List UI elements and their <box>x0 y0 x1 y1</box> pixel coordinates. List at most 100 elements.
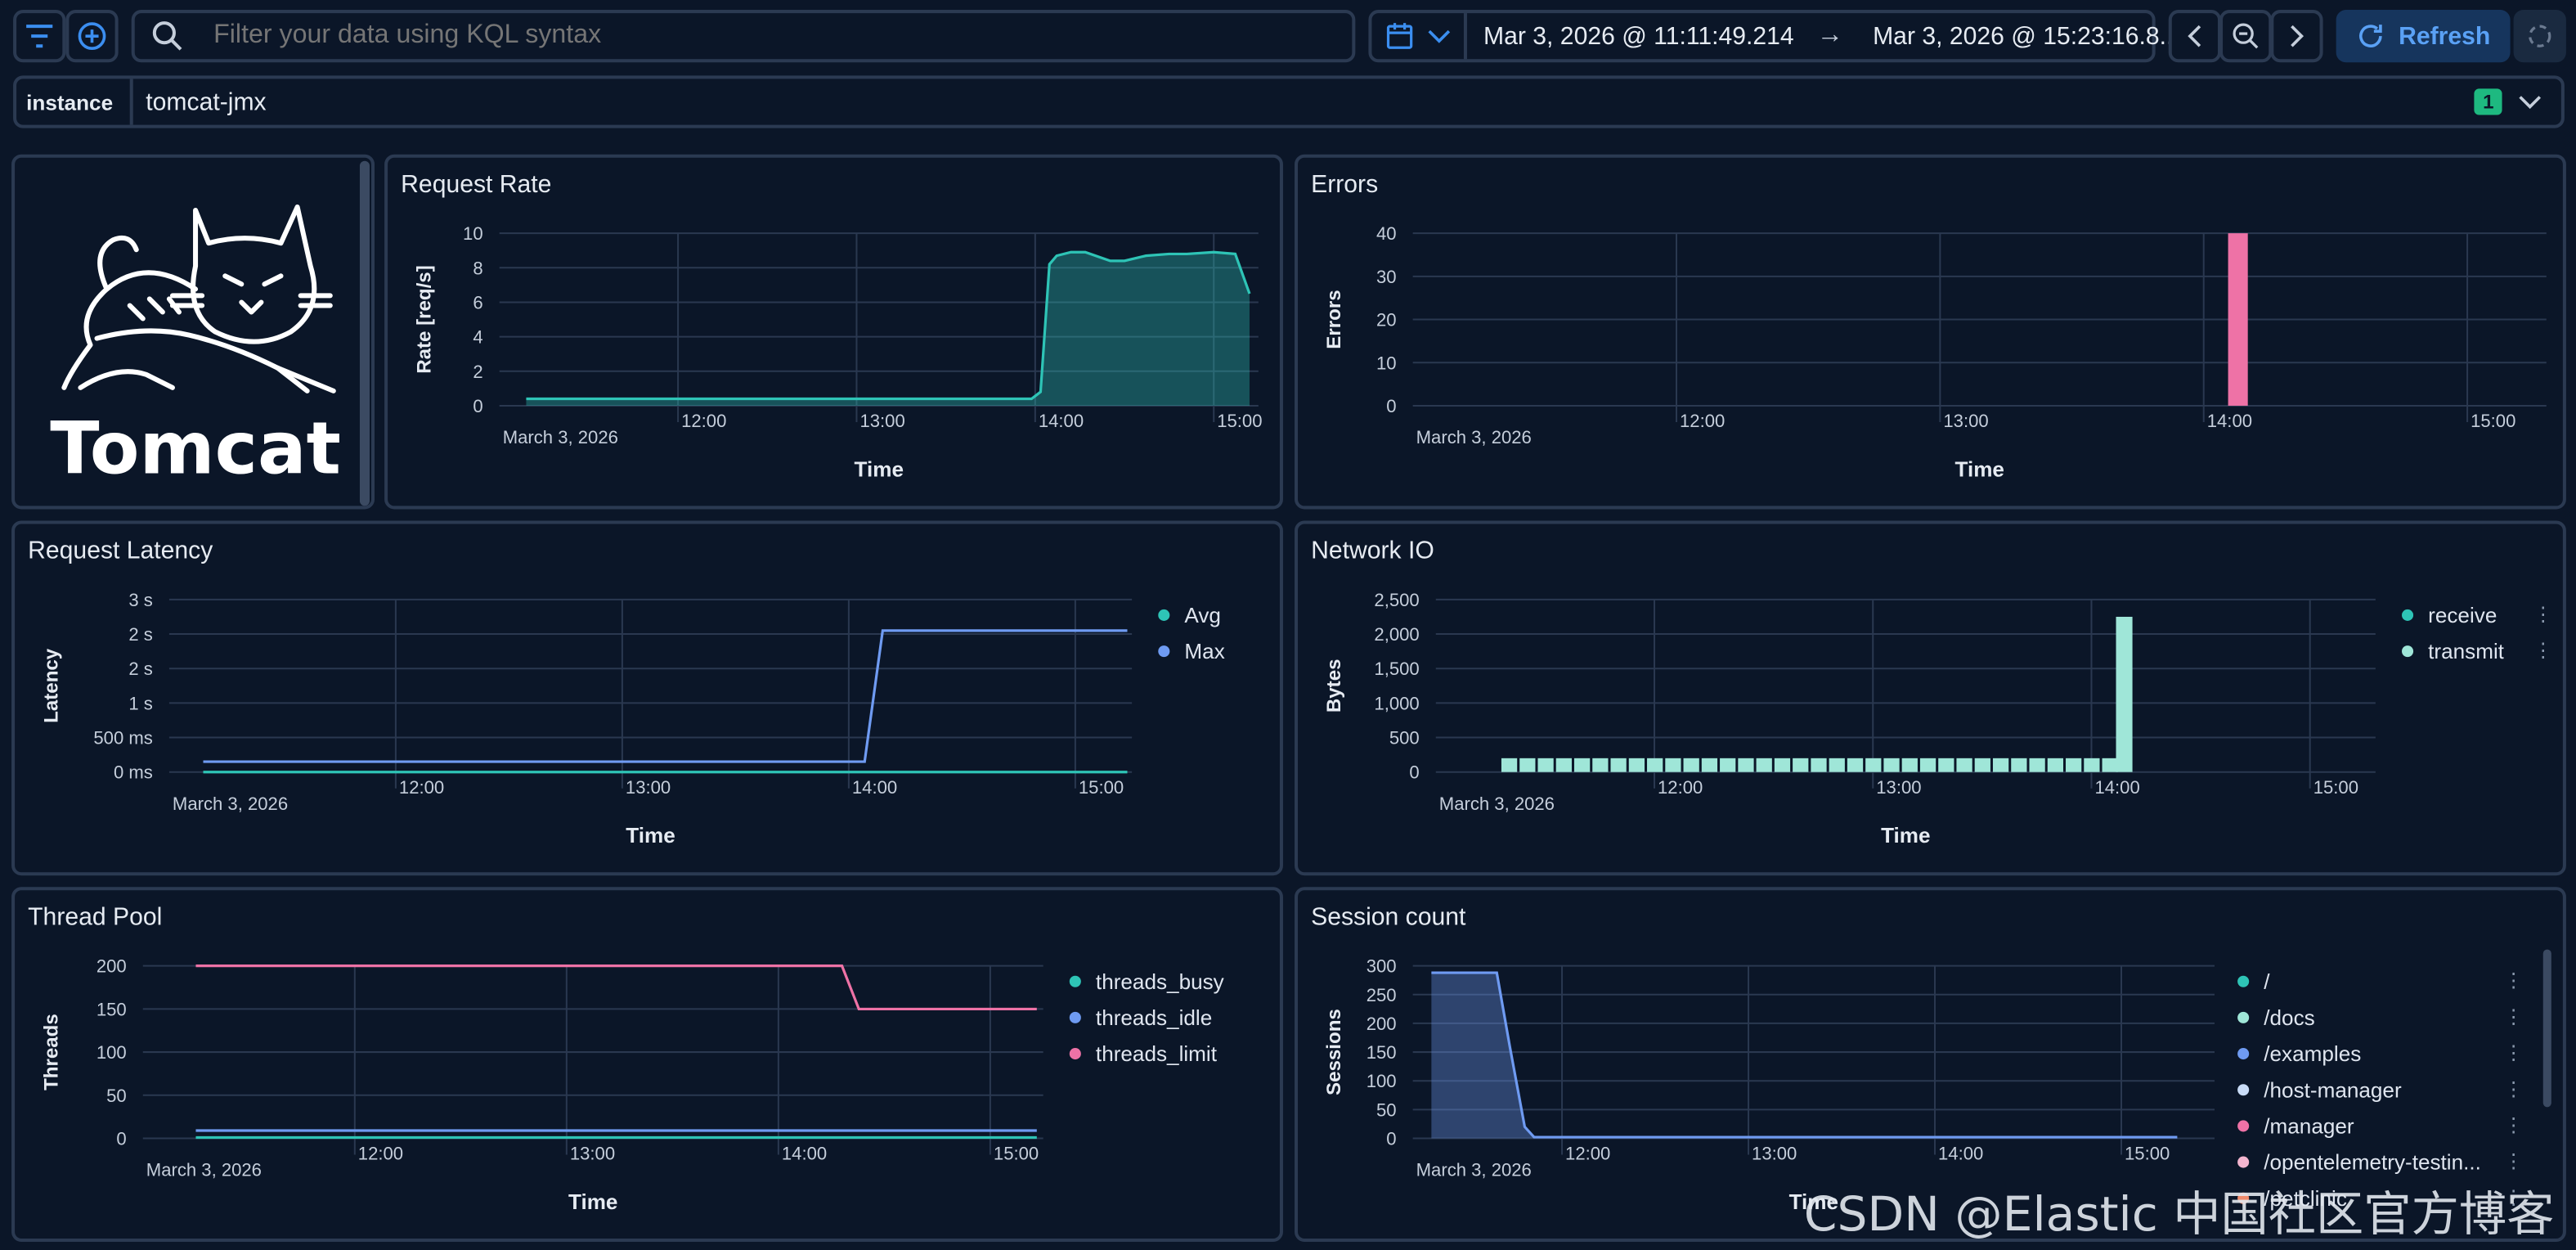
legend-item[interactable]: /opentelemetry-testin... ⋮ <box>2237 1143 2524 1179</box>
panel-title: Request Rate <box>401 170 552 199</box>
x-tick-label: 13:00 <box>1752 1144 1797 1164</box>
x-tick-label: 15:00 <box>2471 411 2515 431</box>
previous-range-button[interactable] <box>2168 10 2222 63</box>
bar <box>1901 758 1918 772</box>
legend-item[interactable]: /examples ⋮ <box>2237 1035 2524 1071</box>
legend: threads_busy threads_idle threads_limit <box>1069 963 1280 1072</box>
legend-color-dot <box>2237 1083 2250 1095</box>
legend-label: threads_limit <box>1095 1041 1217 1066</box>
legend-item[interactable]: receive ⋮ <box>2402 596 2553 632</box>
search-bar[interactable] <box>131 10 1356 63</box>
legend-label: /host-manager <box>2264 1077 2402 1102</box>
bar <box>2228 233 2248 406</box>
add-filter-button[interactable] <box>65 10 119 63</box>
panel-title: Thread Pool <box>28 903 163 932</box>
legend-item[interactable]: transmit ⋮ <box>2402 632 2553 668</box>
control-value[interactable]: tomcat-jmx <box>146 88 267 116</box>
series-line <box>203 629 1128 763</box>
legend-item[interactable]: / ⋮ <box>2237 963 2524 999</box>
legend-item[interactable]: /petclinic ⋮ <box>2237 1180 2524 1216</box>
y-tick-label: 0 <box>1409 762 1419 783</box>
legend-item[interactable]: Max <box>1158 632 1277 668</box>
legend-color-dot <box>1069 974 1081 987</box>
session-count-panel: Session count 0 50 100 150 200 250 300 12:00 13:… <box>1295 887 2566 1242</box>
legend-item[interactable]: threads_busy <box>1069 963 1280 999</box>
bar <box>1701 758 1718 772</box>
legend-label: receive <box>2428 601 2497 627</box>
bar <box>1683 758 1699 772</box>
legend-label: /opentelemetry-testin... <box>2264 1149 2481 1174</box>
more-options-icon[interactable]: ⋮ <box>2503 1185 2524 1209</box>
network-io-panel: Network IO 0 500 1,000 1,500 2,000 2,500 12:00… <box>1295 520 2566 876</box>
legend-item[interactable]: threads_idle <box>1069 999 1280 1035</box>
x-tick-label: 14:00 <box>852 777 897 798</box>
bar <box>2116 616 2133 772</box>
filter-menu-button[interactable] <box>13 10 66 63</box>
legend-scrollbar[interactable] <box>2542 949 2551 1108</box>
date-end[interactable]: Mar 3, 2026 @ 15:23:16.8... <box>1873 22 2180 51</box>
x-tick-label: 12:00 <box>399 777 444 798</box>
legend-item[interactable]: Avg <box>1158 596 1277 632</box>
y-axis-title: Latency <box>40 648 62 723</box>
date-label: March 3, 2026 <box>1416 427 1532 447</box>
filter-icon <box>26 25 53 48</box>
x-tick-label: 15:00 <box>994 1144 1039 1164</box>
zoom-out-button[interactable] <box>2219 10 2273 63</box>
more-options-icon[interactable]: ⋮ <box>2503 1005 2524 1028</box>
more-options-icon[interactable]: ⋮ <box>2503 969 2524 992</box>
x-axis-title: Time <box>1954 456 2004 481</box>
date-start[interactable]: Mar 3, 2026 @ 11:11:49.214 <box>1483 22 1794 51</box>
x-tick-label: 12:00 <box>1565 1144 1610 1164</box>
quick-menu-button[interactable] <box>1371 13 1467 60</box>
search-input[interactable] <box>210 20 1335 53</box>
bar <box>1793 758 1809 772</box>
more-options-icon[interactable]: ⋮ <box>2503 1041 2524 1065</box>
bar <box>1537 758 1554 772</box>
network-io-chart: 0 500 1,000 1,500 2,000 2,500 12:00 13:00 14:00 1… <box>1323 590 2376 848</box>
x-tick-label: 15:00 <box>1079 777 1124 798</box>
legend-item[interactable]: threads_limit <box>1069 1035 1280 1071</box>
y-tick-label: 200 <box>96 956 127 977</box>
search-icon <box>152 21 182 51</box>
scrollbar[interactable] <box>359 160 370 506</box>
y-tick-label: 2 <box>473 362 482 382</box>
instance-control[interactable]: instance tomcat-jmx 1 <box>13 75 2565 128</box>
more-options-icon[interactable]: ⋮ <box>2533 639 2553 663</box>
y-tick-label: 1,500 <box>1374 659 1419 679</box>
panel-title: Network IO <box>1311 537 1434 565</box>
session-count-chart: 0 50 100 150 200 250 300 12:00 13:00 14:00 15:00 Ma… <box>1323 956 2215 1214</box>
x-tick-label: 14:00 <box>1938 1144 1983 1164</box>
legend-label: /manager <box>2264 1113 2354 1138</box>
legend-item[interactable]: /manager ⋮ <box>2237 1107 2524 1143</box>
auto-refresh-button[interactable] <box>2513 10 2566 63</box>
date-picker[interactable]: Mar 3, 2026 @ 11:11:49.214 → Mar 3, 2026… <box>1368 10 2180 63</box>
chevron-down-icon[interactable] <box>2519 93 2542 110</box>
more-options-icon[interactable]: ⋮ <box>2503 1077 2524 1101</box>
legend-color-dot <box>1069 1047 1081 1059</box>
y-tick-label: 2 s <box>128 624 152 645</box>
request-latency-panel: Request Latency 0 ms 500 ms 1 s 2 s 2 s 3 s 12… <box>11 520 1283 876</box>
next-range-button[interactable] <box>2270 10 2323 63</box>
bar <box>1956 758 1972 772</box>
bar <box>1774 758 1791 772</box>
more-options-icon[interactable]: ⋮ <box>2503 1149 2524 1173</box>
more-options-icon[interactable]: ⋮ <box>2503 1113 2524 1137</box>
legend-item[interactable]: /docs ⋮ <box>2237 999 2524 1035</box>
series-line <box>526 250 1251 401</box>
y-tick-label: 100 <box>96 1042 127 1063</box>
bar <box>1883 758 1900 772</box>
logo-text: Tomcat <box>50 406 341 490</box>
bar <box>1829 758 1845 772</box>
more-options-icon[interactable]: ⋮ <box>2533 602 2553 627</box>
date-label: March 3, 2026 <box>1416 1160 1532 1180</box>
bar <box>1756 758 1772 772</box>
bar <box>2102 758 2118 772</box>
bar <box>1847 758 1864 772</box>
bar <box>2084 758 2100 772</box>
legend-item[interactable]: /host-manager ⋮ <box>2237 1071 2524 1107</box>
bar <box>1811 758 1827 772</box>
series-line <box>195 964 1037 1011</box>
refresh-button[interactable]: Refresh <box>2336 10 2511 63</box>
y-tick-label: 2 s <box>128 659 152 679</box>
